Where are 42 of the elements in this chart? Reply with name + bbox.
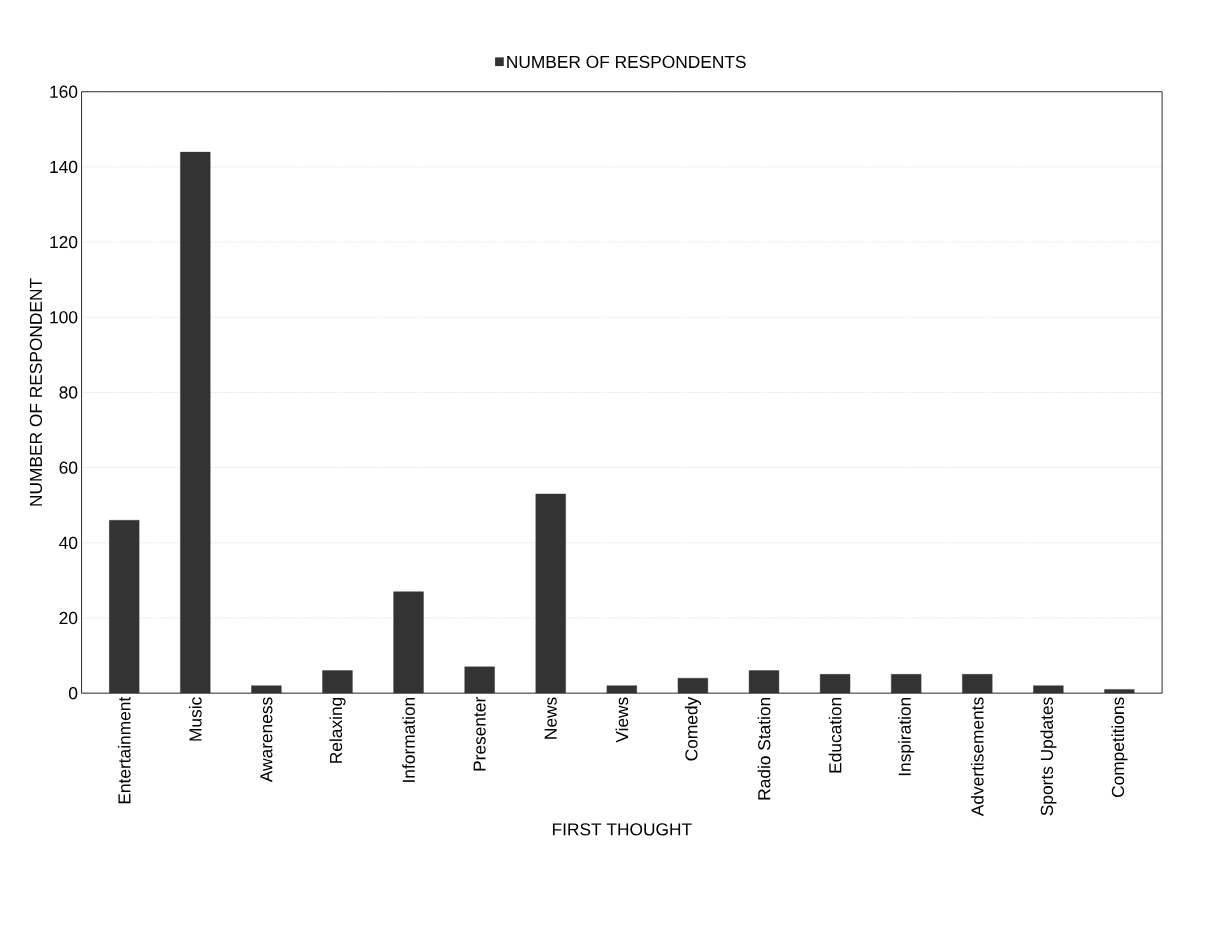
x-tick-label: Awareness xyxy=(260,697,273,783)
x-tick-label: Views xyxy=(615,697,629,743)
bar xyxy=(962,674,993,694)
x-tick-label: Comedy xyxy=(684,696,701,761)
bar xyxy=(748,670,780,694)
bar xyxy=(464,666,495,694)
bar xyxy=(251,685,282,694)
bar xyxy=(180,151,211,694)
x-tick-label: Advertisements xyxy=(970,697,984,817)
x-tick-label: Education xyxy=(828,698,842,773)
y-axis-title: NUMBER OF RESPONDENT xyxy=(29,278,43,506)
x-tick-label: Competitions xyxy=(1111,697,1128,798)
bar xyxy=(606,685,637,694)
y-tick-label: 0 xyxy=(68,687,78,700)
bar xyxy=(535,493,566,694)
bar xyxy=(819,674,851,694)
y-tick-label: 80 xyxy=(59,386,78,399)
x-tick-label: Information xyxy=(402,698,415,782)
bar xyxy=(891,674,922,694)
x-tick-label: Inspiration xyxy=(898,698,915,776)
x-tick-label: Music xyxy=(188,697,202,741)
bar xyxy=(393,591,424,694)
x-tick-label: Sports Updates xyxy=(1040,697,1057,816)
x-axis-title: FIRST THOUGHT xyxy=(552,823,692,836)
bar xyxy=(322,670,353,694)
bar xyxy=(1104,689,1135,694)
y-tick-label: 60 xyxy=(59,461,78,474)
y-tick-label: 40 xyxy=(59,536,78,550)
bar xyxy=(677,678,709,694)
y-tick-label: 140 xyxy=(50,160,78,174)
bar xyxy=(1033,685,1064,694)
y-tick-label: 100 xyxy=(50,311,78,324)
x-tick-label: Relaxing xyxy=(329,698,346,763)
x-tick-label: Radio Station xyxy=(757,698,771,800)
y-tick-label: 120 xyxy=(50,236,78,249)
legend-label: NUMBER OF RESPONDENTS xyxy=(507,55,746,69)
y-tick-label: 160 xyxy=(50,85,78,99)
x-tick-label: Presenter xyxy=(473,697,486,771)
x-tick-label: Entertainment xyxy=(117,697,131,804)
bar xyxy=(109,520,140,694)
y-tick-label: 20 xyxy=(59,611,78,625)
x-tick-label: News xyxy=(544,697,557,739)
